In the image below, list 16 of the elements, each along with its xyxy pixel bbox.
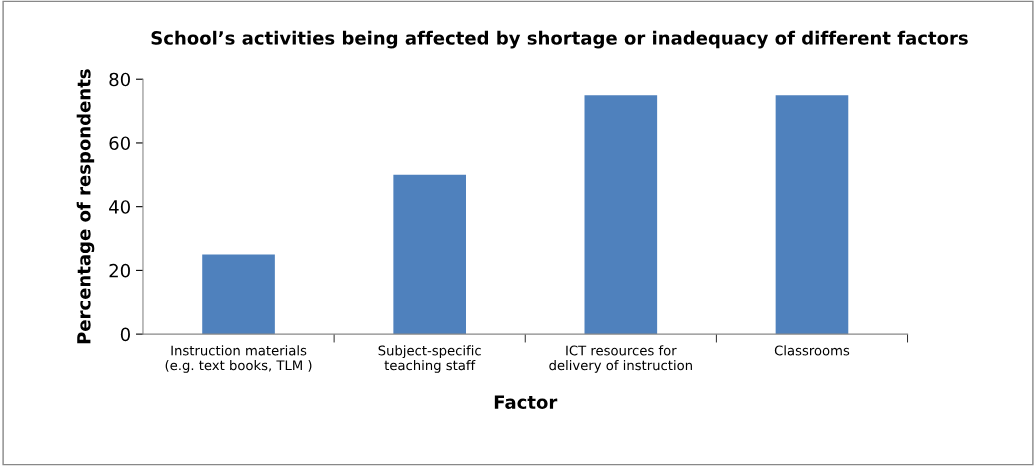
x-tick-label: Subject-specific teaching staff (378, 345, 481, 373)
y-tick-label: 0 (120, 327, 130, 342)
y-tick-label: 60 (109, 136, 130, 151)
y-tick-label: 40 (109, 200, 130, 214)
x-axis-title: Factor (494, 395, 558, 409)
bar (584, 95, 658, 335)
y-tick-label: 20 (109, 263, 130, 278)
bar (393, 174, 466, 335)
y-axis-title: Percentage of respondents (76, 69, 95, 344)
x-tick-label: Instruction materials (e.g. text books, TLM ) (165, 345, 312, 373)
y-tick-label: 80 (109, 72, 130, 87)
x-tick-label: ICT resources for delivery of instruction (549, 345, 692, 373)
x-tick-label: Classrooms (774, 345, 850, 356)
bar (775, 95, 849, 335)
chart-title: School’s activities being affected by shortage or inadequacy of different factors (151, 30, 968, 49)
bar (202, 254, 275, 335)
